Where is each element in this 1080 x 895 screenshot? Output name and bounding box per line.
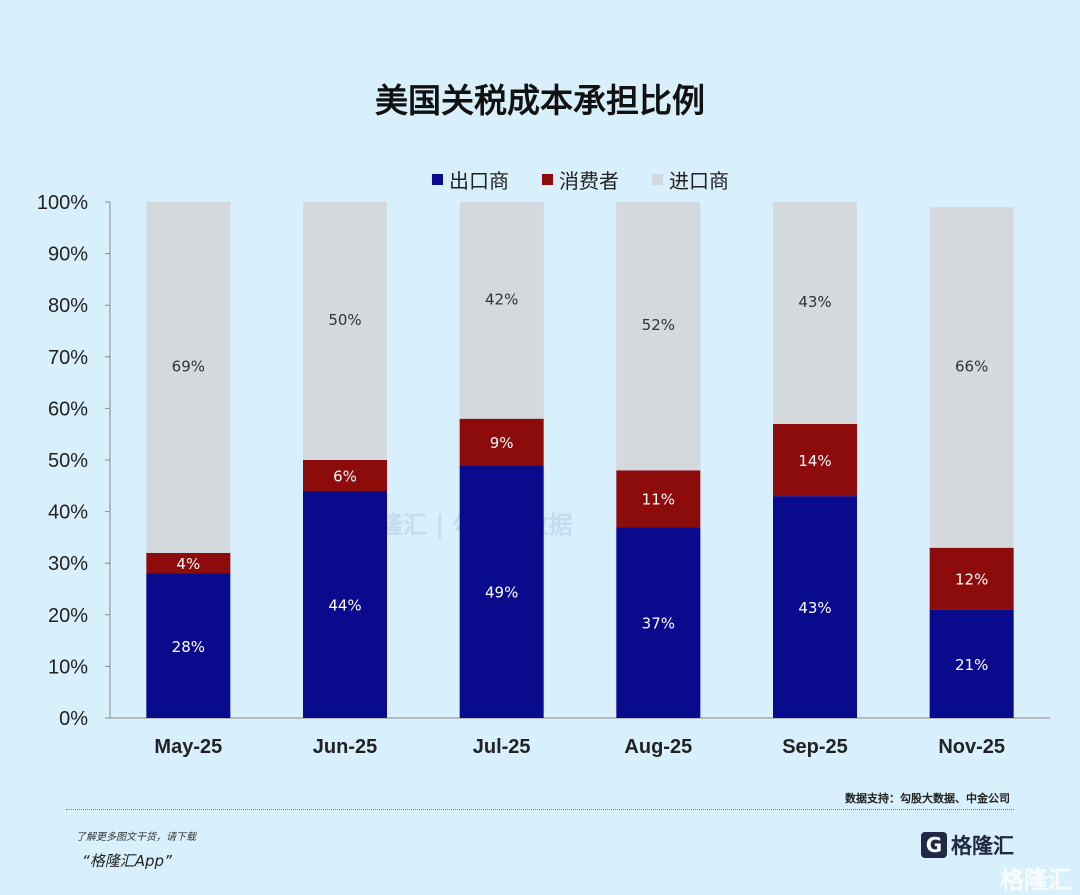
data-label: 42%	[485, 290, 518, 308]
data-label: 11%	[642, 491, 675, 509]
legend-swatch	[542, 174, 553, 185]
y-tick-label: 90%	[48, 244, 88, 266]
bar-segment	[146, 573, 231, 718]
data-label: 4%	[176, 555, 200, 573]
y-tick-label: 30%	[48, 553, 88, 575]
data-label: 21%	[955, 656, 988, 674]
logo-g-icon: G	[921, 832, 947, 858]
data-label: 37%	[642, 615, 675, 633]
bar-segment	[616, 527, 701, 718]
bar-segment	[929, 609, 1014, 718]
corner-watermark: 格隆汇	[1000, 866, 1072, 894]
bar-segment	[146, 202, 231, 553]
bar-segment	[303, 460, 387, 491]
legend-label: 进口商	[669, 169, 729, 193]
bar-segment	[303, 490, 387, 718]
data-label: 43%	[798, 599, 831, 617]
data-label: 6%	[333, 467, 357, 485]
bar-segment	[773, 496, 857, 718]
y-tick-label: 0%	[59, 708, 88, 730]
bar-segment	[929, 547, 1014, 610]
legend-swatch	[652, 174, 663, 185]
y-tick-label: 50%	[48, 450, 88, 472]
x-tick-label: Nov-25	[938, 736, 1005, 758]
bar-segment	[773, 423, 857, 497]
data-label: 50%	[328, 311, 361, 329]
divider	[66, 809, 1014, 810]
y-tick-label: 20%	[48, 605, 88, 627]
data-label: 52%	[642, 316, 675, 334]
y-tick-label: 60%	[48, 398, 88, 420]
legend-label: 出口商	[449, 169, 509, 193]
data-label: 12%	[955, 571, 988, 589]
data-label: 43%	[798, 293, 831, 311]
logo: G 格隆汇	[921, 830, 1014, 860]
bar-segment	[146, 552, 231, 574]
bar-segment	[459, 418, 544, 466]
logo-text: 格隆汇	[951, 834, 1014, 858]
y-tick-label: 40%	[48, 502, 88, 524]
data-label: 14%	[798, 452, 831, 470]
data-label: 66%	[955, 357, 988, 375]
legend-swatch	[432, 174, 443, 185]
x-tick-label: May-25	[154, 736, 222, 758]
x-tick-label: Jun-25	[313, 736, 377, 758]
y-tick-label: 100%	[37, 192, 88, 214]
chart-title: 美国关税成本承担比例	[375, 81, 705, 120]
bar-segment	[303, 202, 387, 460]
data-source: 数据支持：勾股大数据、中金公司	[845, 792, 1010, 805]
legend-label: 消费者	[559, 169, 619, 193]
chart: 0% 10% 20% 30% 40% 50% 60% 70% 80% 90% 100% May-25 2…	[37, 169, 1050, 758]
data-label: 9%	[490, 434, 514, 452]
bar-segment	[616, 470, 701, 528]
x-tick-label: Jul-25	[473, 736, 531, 758]
data-label: 69%	[172, 357, 205, 375]
x-tick-label: Aug-25	[624, 736, 692, 758]
bar-segment	[773, 202, 857, 424]
data-label: 44%	[328, 596, 361, 614]
x-tick-label: Sep-25	[782, 736, 848, 758]
promo-app-name: “格隆汇App”	[82, 852, 172, 870]
promo-text: 了解更多图文干货，请下载	[76, 832, 196, 843]
y-tick-label: 80%	[48, 295, 88, 317]
bar-segment	[929, 207, 1014, 548]
bar-segment	[459, 465, 544, 718]
data-label: 28%	[172, 638, 205, 656]
data-label: 49%	[485, 584, 518, 602]
bar-segment	[616, 202, 701, 471]
y-tick-label: 10%	[48, 656, 88, 678]
bar-segment	[459, 202, 544, 419]
y-tick-label: 70%	[48, 347, 88, 369]
